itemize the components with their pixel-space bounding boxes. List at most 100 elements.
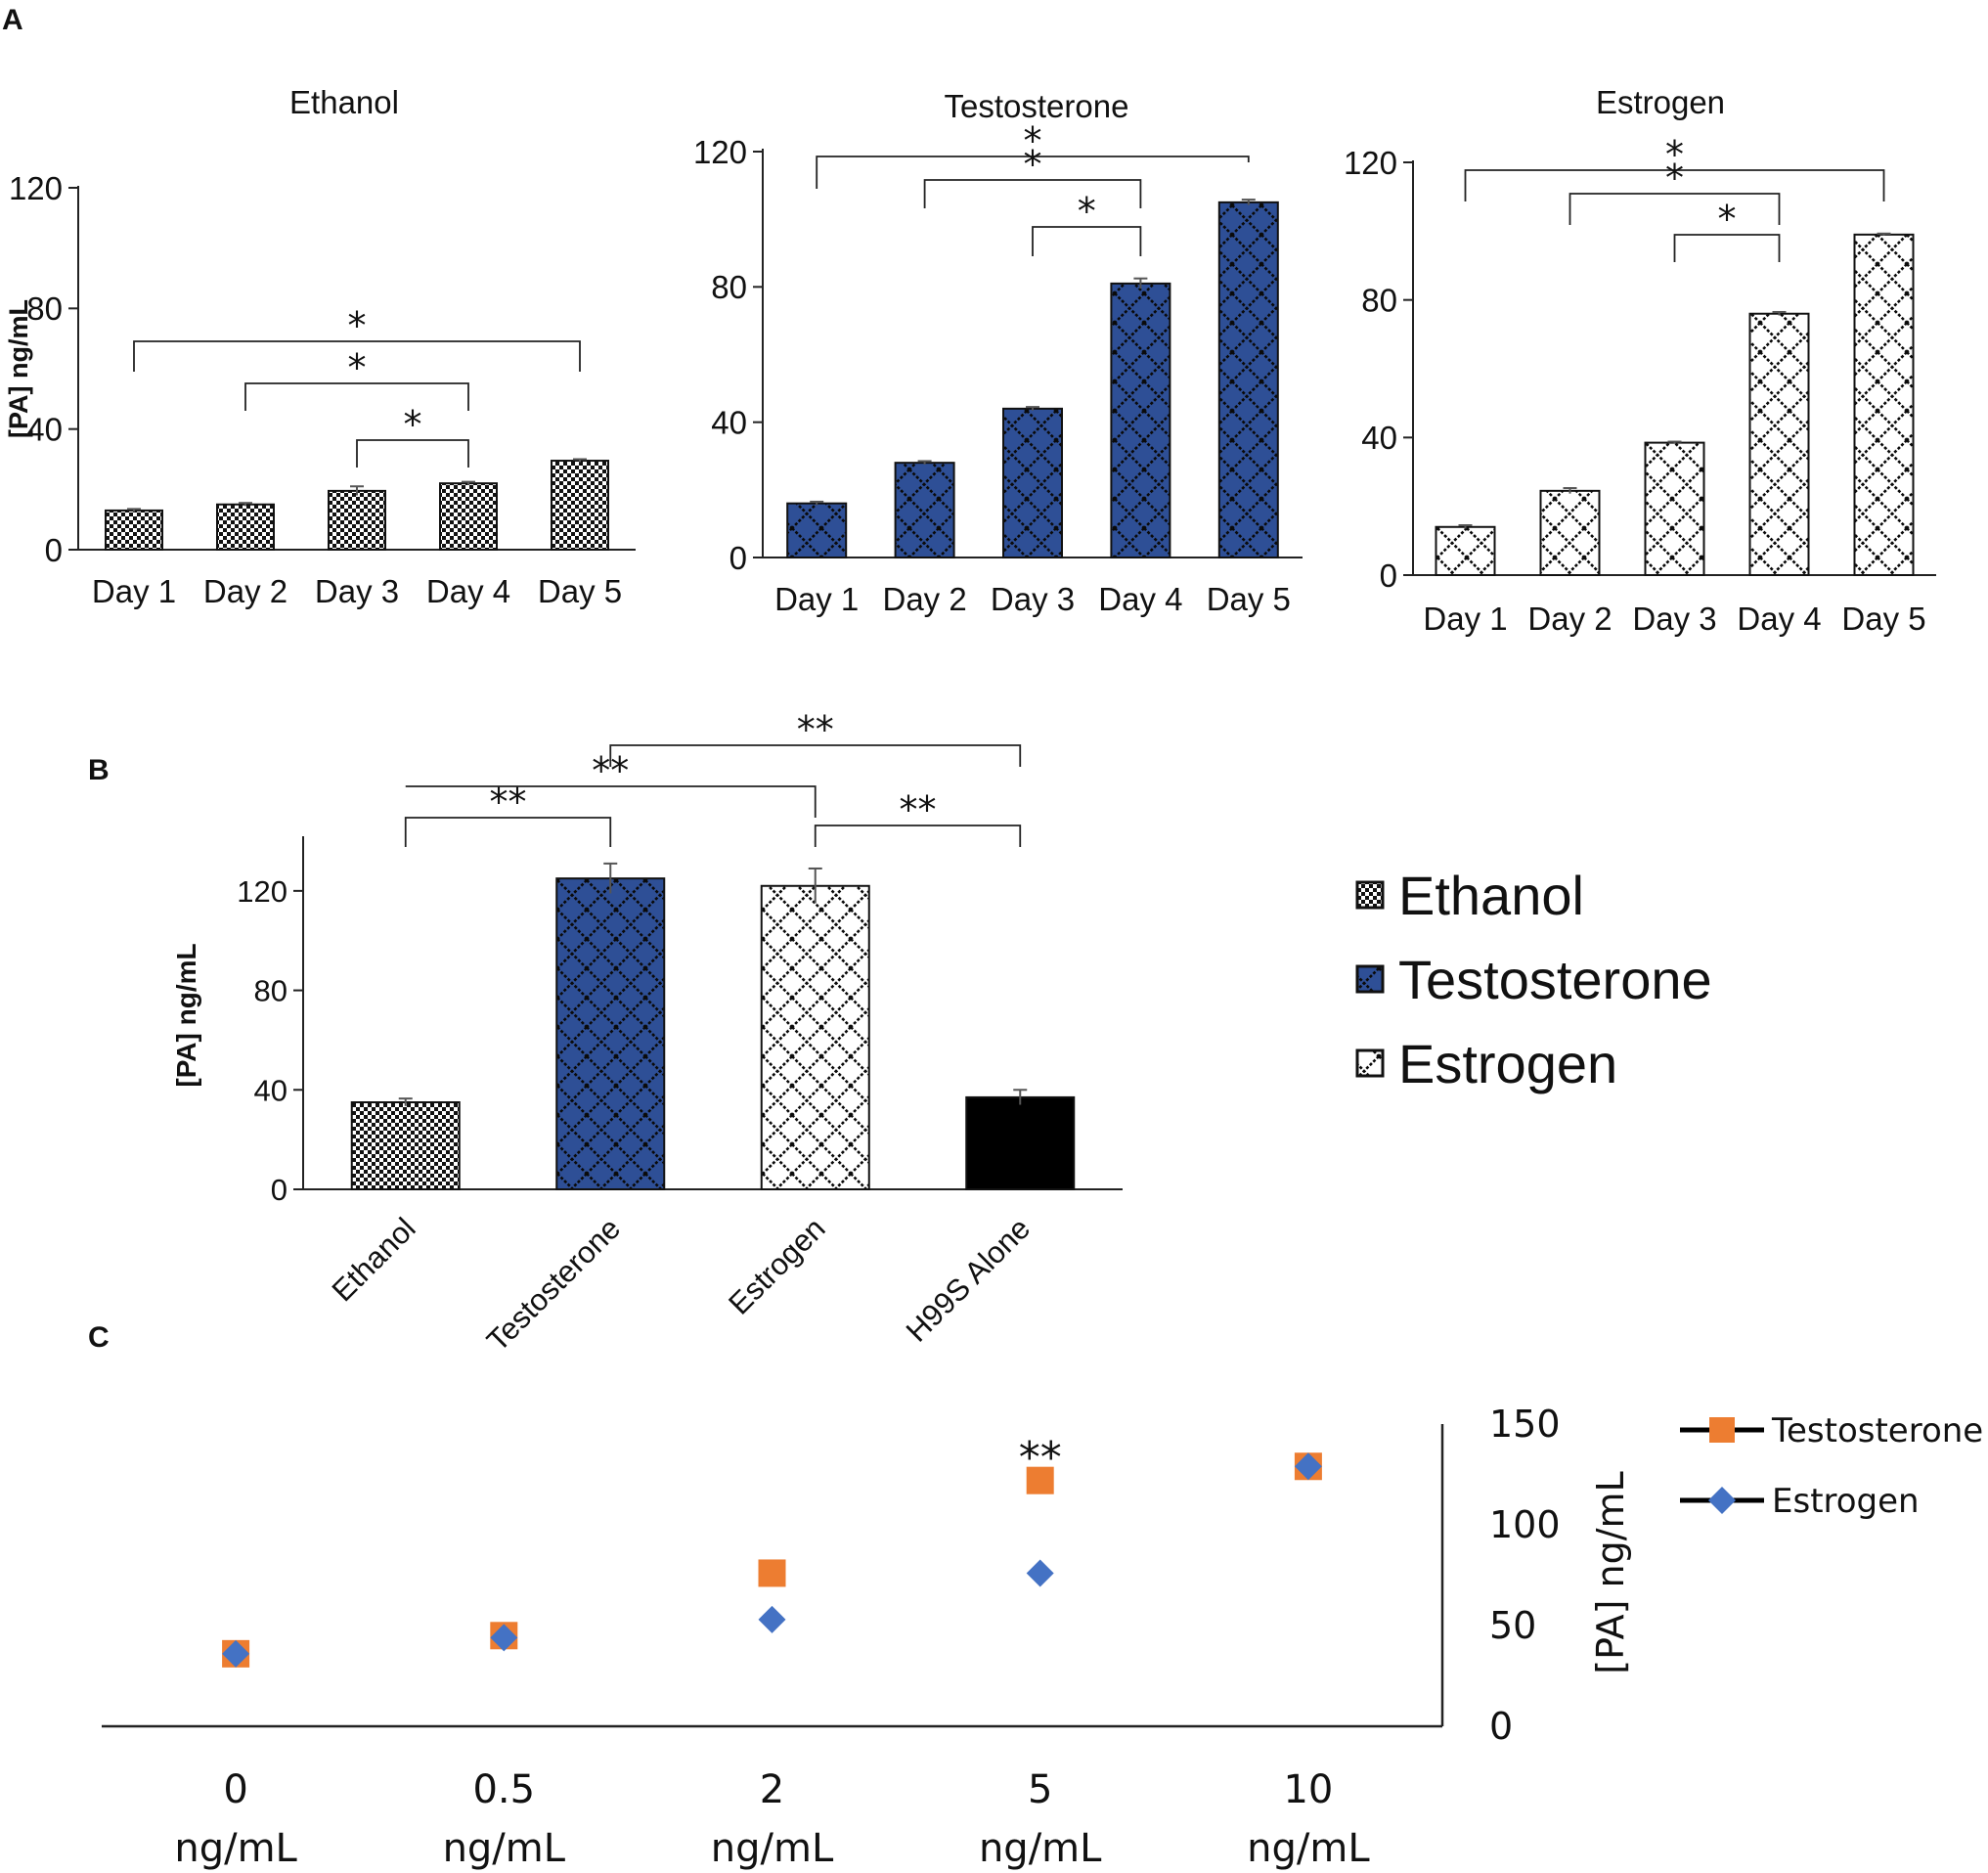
bar (216, 503, 275, 551)
y-tick-label: 40 (1361, 420, 1397, 456)
panel-label-a: A (2, 4, 23, 36)
x-tick-label-line: 0 (223, 1767, 247, 1812)
bar (1853, 233, 1915, 576)
legend-swatch (1355, 964, 1385, 994)
y-axis-label: [PA] ng/mL (4, 299, 33, 438)
chart-a-estrogen: 0 40 80 120 Estrogen Day 1 Day 2 Day 3 Day 4 Day … (1344, 84, 1936, 637)
y-tick-label: 120 (237, 874, 287, 909)
significance-label: * (1024, 143, 1042, 186)
y-tick-label: 40 (254, 1073, 287, 1107)
x-tick-label-line: 2 (760, 1767, 784, 1812)
significance-bracket (814, 825, 1022, 847)
bar (1002, 407, 1063, 559)
x-tick-label: 0.5 ng/mL (443, 1767, 566, 1871)
chart-title: Testosterone (945, 88, 1129, 124)
legend-label: Testosterone (1771, 1411, 1983, 1450)
significance-bracket (1032, 226, 1142, 256)
bar (551, 460, 609, 551)
bar (1110, 282, 1171, 558)
x-tick-label: Day 4 (1737, 601, 1821, 637)
x-tick-label: 2 ng/mL (711, 1767, 834, 1871)
significance-label: * (1718, 198, 1737, 241)
significance-label: * (1665, 133, 1684, 176)
x-tick-label: Day 5 (1841, 601, 1925, 637)
x-tick-label: 10 ng/mL (1247, 1767, 1370, 1871)
x-tick-label: Day 3 (991, 581, 1075, 617)
x-tick-label: Day 2 (1527, 601, 1612, 637)
x-tick-label: Estrogen (722, 1211, 831, 1320)
bar (1539, 489, 1601, 577)
data-point-testosterone (758, 1559, 786, 1587)
y-tick-label: 80 (254, 974, 287, 1008)
bar (1644, 441, 1705, 576)
significance-bracket (1464, 169, 1885, 201)
bar (1748, 312, 1810, 576)
y-tick-label: 120 (693, 134, 747, 170)
x-tick-label-line: 0.5 (472, 1767, 535, 1812)
x-tick-label-line: 5 (1028, 1767, 1052, 1812)
significance-bracket (609, 744, 1022, 767)
bar (1217, 201, 1279, 558)
data-point-estrogen (222, 1639, 250, 1668)
chart-b-treatments: 0 40 80 120 [PA] ng/mL Ethanol Testosterone Est… (171, 708, 1123, 1358)
significance-bracket (404, 817, 612, 847)
data-point-estrogen (758, 1605, 786, 1633)
y-axis-label: [PA] ng/mL (1589, 1471, 1632, 1673)
x-tick-label: Day 5 (538, 573, 622, 609)
significance-label: * (1078, 190, 1096, 233)
legend-swatch (1355, 880, 1385, 910)
y-tick-label: 40 (26, 412, 63, 448)
bar (1435, 525, 1496, 576)
chart-b-legend: Ethanol Testosterone Estrogen (1355, 865, 1712, 1094)
significance-label: ** (1019, 1433, 1062, 1483)
significance-bracket (1673, 234, 1781, 262)
bar (894, 462, 955, 558)
y-tick-label: 80 (1361, 283, 1397, 319)
legend-swatch (1355, 1048, 1385, 1078)
y-tick-label: 0 (729, 540, 747, 576)
significance-bracket (816, 156, 1250, 189)
y-tick-label: 80 (711, 269, 747, 305)
y-tick-label: 100 (1489, 1503, 1561, 1546)
y-tick-label: 40 (711, 405, 747, 441)
x-tick-label-line: ng/mL (1247, 1826, 1370, 1871)
data-point-estrogen (490, 1624, 518, 1652)
y-tick-label: 150 (1489, 1403, 1561, 1446)
x-tick-label: Day 1 (92, 573, 176, 609)
bar (965, 1095, 1076, 1191)
x-tick-label-line: ng/mL (711, 1826, 834, 1871)
significance-bracket (923, 179, 1142, 208)
x-tick-label: H99S Alone (900, 1211, 1038, 1349)
x-tick-label: Testosterone (480, 1211, 627, 1358)
significance-bracket (133, 340, 581, 372)
chart-title: Ethanol (289, 84, 399, 120)
significance-label: ** (900, 788, 937, 831)
bar (105, 509, 163, 552)
y-tick-label: 80 (26, 290, 63, 327)
significance-label: * (1024, 119, 1042, 162)
panel-label-c: C (88, 1321, 110, 1354)
x-tick-label: Day 2 (203, 573, 287, 609)
legend-label: Testosterone (1398, 949, 1712, 1010)
significance-label: * (1665, 156, 1684, 200)
significance-label: ** (797, 708, 834, 751)
significance-label: ** (490, 780, 527, 824)
data-point-testosterone (1026, 1466, 1054, 1494)
data-point-estrogen (1294, 1452, 1322, 1481)
x-tick-label: Day 4 (1098, 581, 1182, 617)
bar (439, 482, 498, 551)
x-tick-label: Day 2 (882, 581, 966, 617)
chart-a-ethanol: 0 40 80 120 Ethanol [PA] ng/mL Day 1 Day 2 Day 3… (4, 84, 636, 609)
x-tick-label-line: 10 (1283, 1767, 1333, 1812)
chart-title: Estrogen (1596, 84, 1725, 120)
x-tick-label: Day 3 (315, 573, 399, 609)
panel-label-b: B (88, 754, 110, 786)
significance-bracket (244, 382, 469, 411)
x-tick-label: Day 5 (1207, 581, 1291, 617)
y-tick-label: 0 (1380, 557, 1397, 594)
x-tick-label: Day 3 (1632, 601, 1716, 637)
bar (786, 502, 848, 559)
significance-label: * (348, 304, 367, 347)
